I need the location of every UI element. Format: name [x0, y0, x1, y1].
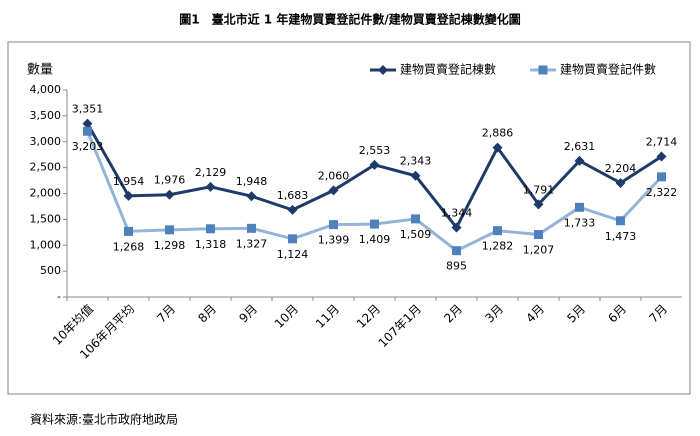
data-point [246, 191, 257, 202]
y-tick-label: 2,000 [30, 187, 62, 200]
data-point [123, 190, 134, 201]
data-label: 1,954 [113, 175, 145, 188]
y-tick-label: 2,500 [30, 161, 62, 174]
data-label: 1,733 [564, 216, 596, 229]
data-label: 2,553 [359, 144, 391, 157]
y-tick-label: 1,000 [30, 238, 62, 251]
data-point [575, 202, 584, 212]
legend-marker [378, 65, 388, 75]
data-point [615, 177, 626, 188]
data-point [492, 142, 503, 153]
legend-label: 建物買賣登記件數 [560, 62, 656, 77]
data-label: 1,976 [154, 174, 186, 187]
data-point [657, 172, 666, 182]
data-point [534, 230, 543, 240]
data-label: 1,344 [441, 206, 473, 219]
y-tick-label: 1,500 [30, 212, 62, 225]
data-point [82, 118, 93, 129]
data-label: 2,886 [482, 127, 514, 140]
data-label: 1,298 [154, 239, 186, 252]
data-point [206, 224, 215, 234]
data-label: 1,318 [195, 238, 227, 251]
data-point [369, 159, 380, 170]
data-point [451, 222, 462, 233]
data-point [493, 226, 502, 236]
data-label: 1,124 [277, 248, 309, 261]
data-point [328, 185, 339, 196]
data-point [83, 126, 92, 136]
data-point [205, 181, 216, 192]
data-point [164, 189, 175, 200]
data-label: 895 [446, 260, 467, 273]
data-label: 2,060 [318, 169, 350, 182]
data-label: 2,631 [564, 140, 596, 153]
data-label: 1,509 [400, 228, 432, 241]
data-label: 1,683 [277, 189, 309, 202]
data-point [656, 151, 667, 162]
data-point [288, 234, 297, 244]
legend-label: 建物買賣登記棟數 [400, 62, 496, 77]
data-point [410, 170, 421, 181]
data-label: 2,129 [195, 166, 227, 179]
legend-marker [538, 65, 548, 75]
data-point [452, 246, 461, 256]
data-point [370, 219, 379, 229]
data-label: 1,409 [359, 233, 391, 246]
data-point [616, 216, 625, 226]
data-label: 3,351 [72, 103, 104, 116]
y-tick-label: 3,500 [30, 109, 62, 122]
y-tick-label: 4,000 [30, 83, 62, 96]
data-label: 2,343 [400, 155, 432, 168]
data-label: 2,322 [646, 186, 678, 199]
data-label: 1,473 [605, 230, 637, 243]
data-label: 3,203 [72, 140, 104, 153]
y-tick-label: 3,000 [30, 135, 62, 148]
data-label: 1,399 [318, 234, 350, 247]
chart-title: 圖1 臺北市近 1 年建物買賣登記件數/建物買賣登記棟數變化圖 [179, 12, 520, 27]
y-axis-label: 數量 [27, 63, 53, 78]
source-note: 資料來源:臺北市政府地政局 [30, 412, 178, 427]
y-tick-label: 500 [40, 264, 61, 277]
data-label: 2,204 [605, 162, 637, 175]
data-point [574, 155, 585, 166]
data-point [247, 223, 256, 233]
data-label: 1,282 [482, 240, 514, 253]
data-point [533, 199, 544, 210]
y-tick-label: - [57, 290, 61, 303]
data-label: 1,791 [523, 183, 555, 196]
data-label: 1,268 [113, 240, 145, 253]
data-label: 1,327 [236, 237, 268, 250]
data-point [411, 214, 420, 224]
data-point [165, 225, 174, 235]
data-point [329, 220, 338, 230]
data-label: 1,207 [523, 244, 555, 257]
data-point [287, 204, 298, 215]
data-point [124, 226, 133, 236]
data-label: 2,714 [646, 136, 678, 149]
data-label: 1,948 [236, 175, 268, 188]
